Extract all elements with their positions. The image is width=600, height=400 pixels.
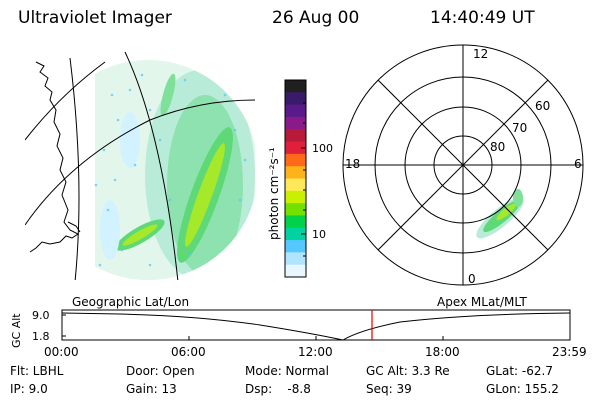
altitude-ytick-low: 1.8 (32, 330, 50, 343)
colorbar-unit-label: photon cm⁻²s⁻¹ (267, 147, 281, 240)
apex-caption: Apex MLat/MLT (437, 295, 527, 309)
mlt-label-18: 18 (345, 157, 360, 171)
filter-info: Flt: LBHL (10, 364, 64, 378)
earth-disk (94, 60, 255, 280)
glat-info: GLat: -62.7 (486, 364, 553, 378)
geographic-image-panel (25, 51, 256, 280)
colorbar-segment (285, 116, 306, 130)
altitude-plot: GC Alt 9.0 1.8 00:00 06:00 12:00 18:00 2… (10, 309, 587, 359)
gc-alt-info: GC Alt: 3.3 Re (366, 364, 450, 378)
gain-info: Gain: 13 (126, 382, 177, 396)
geographic-caption: Geographic Lat/Lon (72, 295, 189, 309)
altitude-xtick-0: 00:00 (44, 345, 79, 359)
colorbar-segment (285, 227, 306, 241)
colorbar-segment (285, 166, 306, 179)
mlt-label-6: 6 (574, 157, 582, 171)
mlt-label-12: 12 (473, 47, 488, 61)
glon-info: GLon: 155.2 (486, 382, 559, 396)
time-label: 14:40:49 UT (430, 8, 535, 28)
colorbar-segment (285, 92, 306, 106)
dsp-info: Dsp: -8.8 (245, 382, 311, 396)
colorbar-segment (285, 178, 306, 192)
polar-plot: 12 18 6 0 60 70 80 (342, 44, 584, 286)
latlon-grid (25, 51, 256, 280)
coastline (29, 61, 81, 253)
lat-label-80: 80 (490, 140, 505, 154)
color-scale-bar (285, 80, 306, 278)
colorbar-tick-10: 10 (312, 228, 326, 241)
colorbar-segment (285, 190, 306, 204)
altitude-xtick-2: 12:00 (298, 345, 333, 359)
altitude-xtick-1: 06:00 (171, 345, 206, 359)
seq-info: Seq: 39 (366, 382, 412, 396)
colorbar-segment (285, 203, 306, 216)
lat-label-70: 70 (512, 121, 527, 135)
colorbar-segment (285, 215, 306, 229)
colorbar-segment (285, 240, 306, 253)
door-info: Door: Open (126, 364, 195, 378)
altitude-ytick-high: 9.0 (32, 309, 50, 322)
mlt-label-0: 0 (468, 272, 476, 286)
lat-label-60: 60 (535, 99, 550, 113)
colorbar-segment (285, 141, 306, 155)
instrument-title: Ultraviolet Imager (18, 8, 172, 28)
colorbar-tick-100: 100 (312, 142, 333, 155)
date-label: 26 Aug 00 (272, 8, 360, 28)
altitude-ylabel: GC Alt (10, 313, 23, 348)
ip-info: IP: 9.0 (10, 382, 48, 396)
altitude-xtick-3: 18:00 (425, 345, 460, 359)
altitude-xtick-4: 23:59 (552, 345, 587, 359)
mode-info: Mode: Normal (245, 364, 329, 378)
colorbar-segment (285, 153, 306, 167)
colorbar-segment (285, 80, 306, 93)
colorbar-segment (285, 252, 306, 266)
colorbar-segment (285, 264, 306, 278)
colorbar-segment (285, 129, 306, 143)
colorbar-segment (285, 104, 306, 118)
